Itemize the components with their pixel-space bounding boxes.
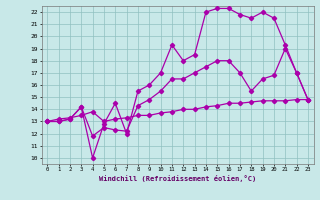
X-axis label: Windchill (Refroidissement éolien,°C): Windchill (Refroidissement éolien,°C) [99,175,256,182]
